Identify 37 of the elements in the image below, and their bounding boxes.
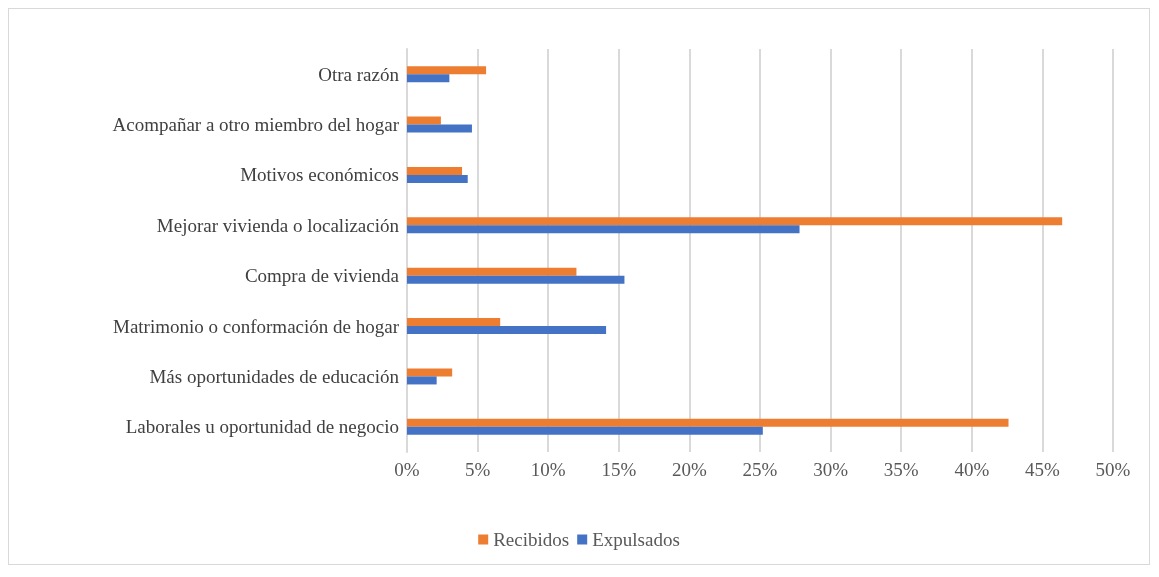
y-tick-label: Más oportunidades de educación [149,365,400,387]
x-tick-label: 30% [813,459,849,480]
y-tick-label: Acompañar a otro miembro del hogar [112,114,400,136]
bar [407,368,453,377]
bar [407,66,487,75]
bar [407,326,607,335]
y-tick-label: Compra de vivienda [244,265,400,287]
bar [407,116,441,125]
bar [407,174,468,183]
bar [407,275,625,284]
x-tick-label: 40% [954,459,990,480]
bar [407,74,450,83]
legend-label: Recibidos [493,529,570,550]
bar [407,376,437,385]
bar [407,217,1063,226]
bar [407,418,1009,427]
x-tick-label: 20% [671,459,707,480]
x-tick-label: 5% [464,459,491,480]
x-tick-label: 25% [742,459,778,480]
y-tick-label: Laborales u oportunidad de negocio [125,416,399,438]
y-tick-label: Mejorar vivienda o localización [156,214,400,236]
bar [407,318,501,327]
y-tick-label: Matrimonio o conformación de hogar [113,315,400,337]
y-tick-label: Motivos económicos [240,164,399,186]
x-tick-label: 15% [601,459,637,480]
bar [407,124,472,133]
y-tick-label: Otra razón [318,63,400,85]
x-tick-label: 45% [1024,459,1060,480]
bar [407,225,800,234]
x-tick-label: 0% [394,459,420,480]
x-tick-label: 50% [1095,459,1131,480]
bar [407,267,577,276]
bar [407,166,463,175]
x-tick-label: 35% [883,459,919,480]
x-tick-label: 10% [530,459,566,480]
bar [407,426,763,435]
legend-label: Expulsados [592,529,680,550]
